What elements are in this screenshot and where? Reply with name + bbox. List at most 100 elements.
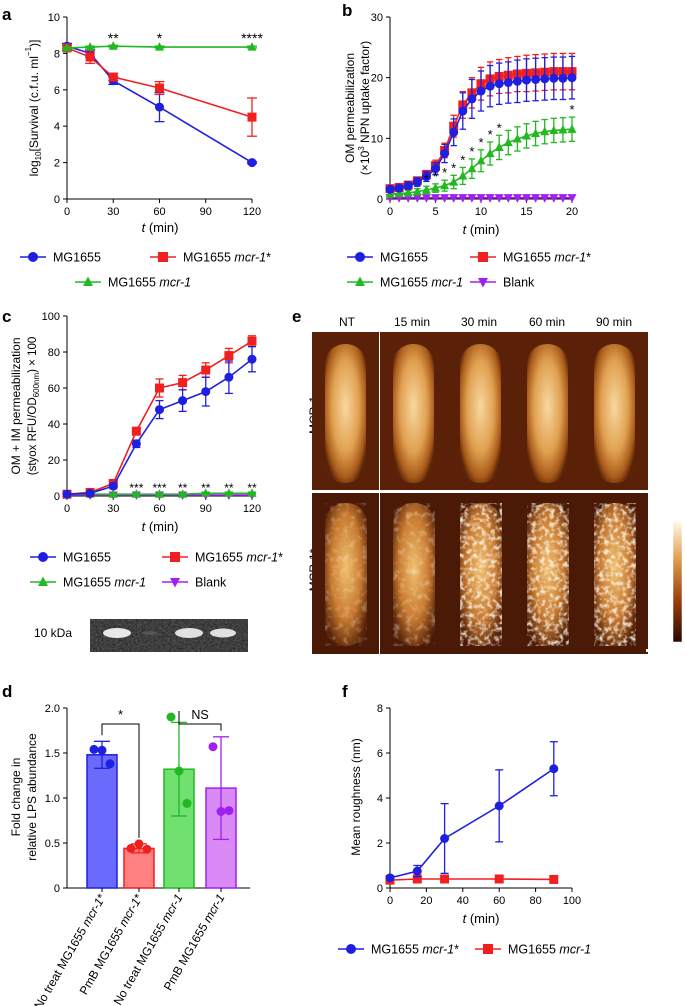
data-point [355,252,365,262]
data-point [385,873,395,883]
data-point [83,276,93,286]
y-tick-label: 4 [54,121,60,133]
data-point [494,874,504,884]
data-point [62,489,72,499]
data-point [421,172,431,182]
data-point [494,194,504,203]
significance-marker: NS [191,708,208,722]
y-tick-label: 8 [54,48,60,60]
data-point [134,839,144,849]
colorbar [672,521,683,643]
panel-label-a: a [2,5,12,24]
legend-label: MG1655 mcr-1* [371,943,459,957]
significance-marker: *** [129,481,143,495]
data-point [440,180,450,190]
data-point [155,405,164,415]
data-point [558,194,568,203]
data-point [108,41,118,50]
y-tick-label: 6 [377,748,383,760]
data-point [567,124,577,133]
y-axis-label: Mean roughness (nm) [349,738,363,855]
significance-marker: * [488,127,493,142]
legend-label: MG1655 mcr-1 [63,576,146,590]
data-point [182,798,192,808]
y-tick-label: 0 [54,883,60,895]
y-axis-label: log10[Survival (c.f.u. ml−1)] [24,40,43,177]
data-point [155,83,164,93]
data-point [549,125,559,135]
significance-marker: * [569,102,574,117]
data-point [97,745,107,755]
panel-label-d: d [2,682,12,701]
x-tick-label: 0 [387,895,393,907]
y-axis-label: (styox RFU/OD600nm) × 100 [27,337,41,476]
x-tick-label: 0 [387,206,393,218]
data-point [201,387,211,397]
panel-label-e: e [292,307,301,326]
scale-bar [646,649,666,652]
y-tick-label: 6 [54,85,60,97]
afm-column-label: 30 min [461,315,497,329]
x-tick-label: 0 [64,206,70,218]
data-point [170,552,180,562]
data-point [412,186,422,196]
x-tick-label: 0 [64,503,70,515]
data-point [201,365,211,375]
data-point [549,194,559,203]
data-point [540,74,550,84]
data-point [85,488,95,498]
data-point [522,194,531,203]
data-point [483,944,493,954]
data-point [567,194,577,203]
significance-marker: ** [247,481,257,495]
afm-cell [594,344,635,483]
gel-band [103,628,131,638]
data-point [476,86,486,96]
data-point [178,489,188,498]
x-tick-label: 30 [107,206,119,218]
gel-strip: 10 kDa [34,619,248,652]
data-point [531,74,541,84]
data-point [158,252,168,262]
x-axis-label: t (min) [142,220,179,235]
data-point [531,194,541,203]
x-tick-label: 90 [200,206,212,218]
y-tick-label: 1.5 [45,748,60,760]
data-point [512,133,522,143]
gel-band [143,631,157,635]
legend-label: MG1655 mcr-1* [503,251,591,265]
afm-column-label: 60 min [529,315,565,329]
data-point [224,806,234,816]
data-point [155,489,164,498]
data-point [549,73,559,83]
data-point [105,759,115,769]
data-point [108,72,118,82]
y-axis-label: relative LPS abundance [25,733,39,861]
x-tick-label: 90 [200,503,212,515]
significance-marker: ** [224,481,234,495]
data-point [431,194,440,203]
afm-surface-texture [460,503,502,646]
legend-label: MG1655 [380,251,428,265]
afm-surface-texture [527,503,569,646]
legend-label: MG1655 mcr-1* [183,251,271,265]
y-tick-label: 20 [48,455,60,467]
comparison-bracket [178,711,222,731]
x-tick-label: 60 [493,895,505,907]
x-tick-label: 20 [420,895,432,907]
y-axis-label: OM + IM permeabilization [9,337,23,474]
afm-cell [393,344,434,483]
afm-cell [325,344,366,483]
data-point [247,112,257,122]
significance-marker: * [433,169,438,184]
data-point [431,183,440,192]
data-point [89,744,99,754]
data-point [485,148,495,158]
y-tick-label: 100 [42,311,60,323]
data-point [503,78,513,88]
data-point [494,801,504,811]
data-point [458,170,468,180]
data-point [201,488,211,497]
y-axis-label: OM permeabilization [343,53,357,163]
